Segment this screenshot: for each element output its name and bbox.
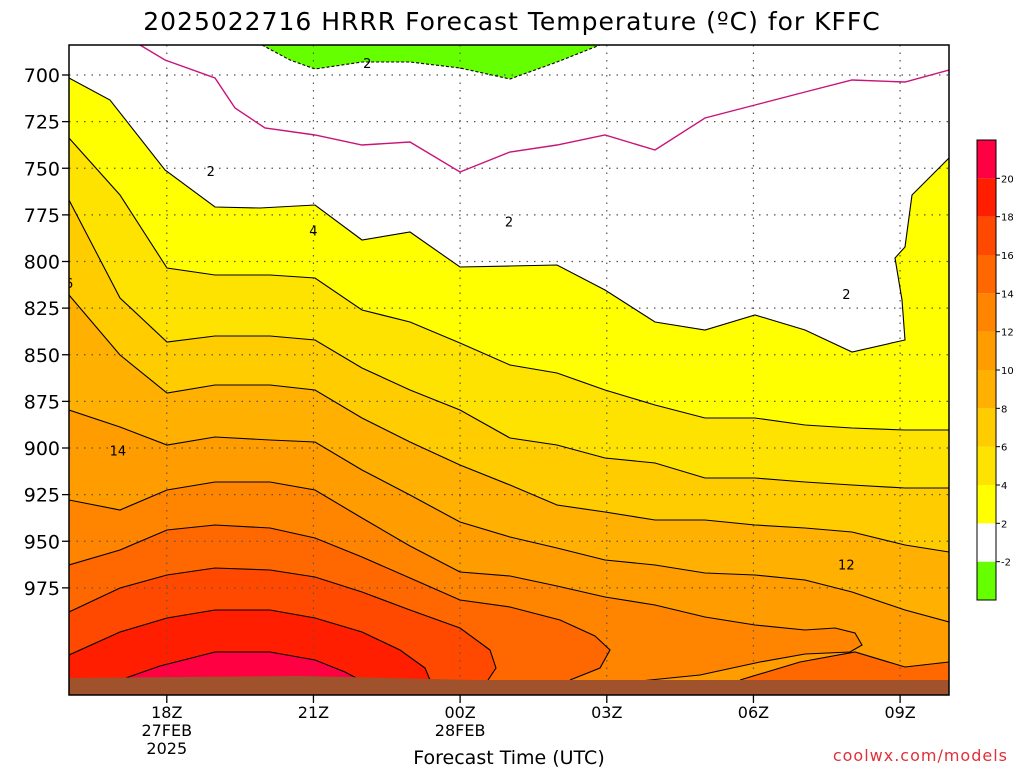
contour-4c	[69, 137, 949, 431]
colorbar-swatch	[977, 408, 996, 447]
colorbar-swatch	[977, 331, 996, 370]
contour-2c-lower	[69, 77, 949, 353]
contour-20c	[119, 651, 361, 681]
contour-label: 2	[505, 215, 513, 230]
x-tick-label: 06Z	[738, 703, 769, 722]
plot-area: 2 2 2 2 4 6 14 12	[65, 45, 949, 695]
contour-label: 4	[309, 225, 317, 240]
y-axis: 700 725 750 775 800 825 850 875 900 925 950 975	[24, 65, 69, 600]
y-tick-label: 850	[24, 345, 60, 367]
y-tick-label: 950	[24, 531, 60, 553]
y-tick-label: 925	[24, 485, 60, 507]
colorbar-label: 12	[1001, 328, 1014, 339]
x-tick-date: 28FEB	[435, 721, 486, 740]
contour-6c	[69, 199, 949, 489]
contour-10c	[69, 409, 949, 623]
contour-label: 6	[65, 277, 73, 292]
contour-lines	[69, 45, 949, 683]
temperature-fills	[69, 45, 949, 695]
colorbar-label: 6	[1001, 443, 1007, 454]
contour-label: 2	[842, 288, 850, 303]
colorbar-label: 18	[1001, 213, 1014, 224]
contour-18c	[69, 609, 431, 681]
contour-neg2c	[261, 45, 601, 80]
contour-labels: 2 2 2 2 4 6 14 12	[65, 57, 855, 574]
contour-0c-upper	[139, 45, 949, 173]
x-tick-label: 18Z	[151, 703, 182, 722]
x-tick-label: 21Z	[298, 703, 329, 722]
colorbar-swatch	[977, 216, 996, 255]
colorbar-swatch	[977, 140, 996, 179]
credit-link[interactable]: coolwx.com/models	[833, 746, 1008, 765]
colorbar-swatch	[977, 255, 996, 294]
colorbar-swatch	[977, 293, 996, 332]
colorbar-label: 4	[1001, 481, 1007, 492]
contour-label: 14	[110, 445, 127, 460]
band-neg2c	[262, 45, 600, 79]
colorbar-swatch	[977, 561, 996, 600]
colorbar-label: 8	[1001, 404, 1007, 415]
y-tick-label: 900	[24, 438, 60, 460]
y-tick-label: 750	[24, 158, 60, 180]
x-tick-label: 00Z	[444, 703, 475, 722]
contour-label: 2	[207, 165, 215, 180]
band-12c-right	[570, 597, 862, 682]
x-axis-title: Forecast Time (UTC)	[413, 747, 604, 768]
colorbar-swatch	[977, 446, 996, 485]
colorbar-label: -2	[1001, 558, 1011, 569]
x-tick-label: 03Z	[591, 703, 622, 722]
contour-label: 2	[363, 57, 371, 72]
colorbar-label: 16	[1001, 251, 1014, 262]
y-tick-label: 800	[24, 252, 60, 274]
colorbar-legend: -2 2 4 6 8 10 12 14 16 18 20	[976, 139, 1014, 601]
x-tick-year: 2025	[146, 739, 187, 758]
colorbar-label: 2	[1001, 519, 1007, 530]
y-tick-label: 975	[24, 578, 60, 600]
y-tick-label: 775	[24, 205, 60, 227]
contour-14c	[69, 524, 611, 681]
colorbar-swatch	[977, 485, 996, 524]
colorbar-label: 10	[1001, 366, 1014, 377]
chart-title: 2025022716 HRRR Forecast Temperature (ºC…	[143, 7, 881, 36]
x-tick-label: 09Z	[884, 703, 915, 722]
y-tick-label: 875	[24, 391, 60, 413]
plot-frame	[68, 44, 950, 696]
colorbar-swatch	[977, 370, 996, 409]
contour-8c	[69, 294, 949, 553]
colorbar-swatch	[977, 523, 996, 562]
y-tick-label: 725	[24, 112, 60, 134]
contour-12c	[69, 481, 863, 683]
x-tick-date: 27FEB	[141, 721, 192, 740]
contour-16c	[69, 567, 497, 681]
ground-edge	[69, 676, 949, 684]
y-tick-label: 825	[24, 298, 60, 320]
colorbar-label: 14	[1001, 289, 1014, 300]
contour-12c-right	[739, 651, 949, 681]
y-tick-label: 700	[24, 65, 60, 87]
colorbar-swatch	[977, 178, 996, 217]
contour-label: 12	[838, 558, 855, 573]
colorbar-label: 20	[1001, 174, 1014, 185]
